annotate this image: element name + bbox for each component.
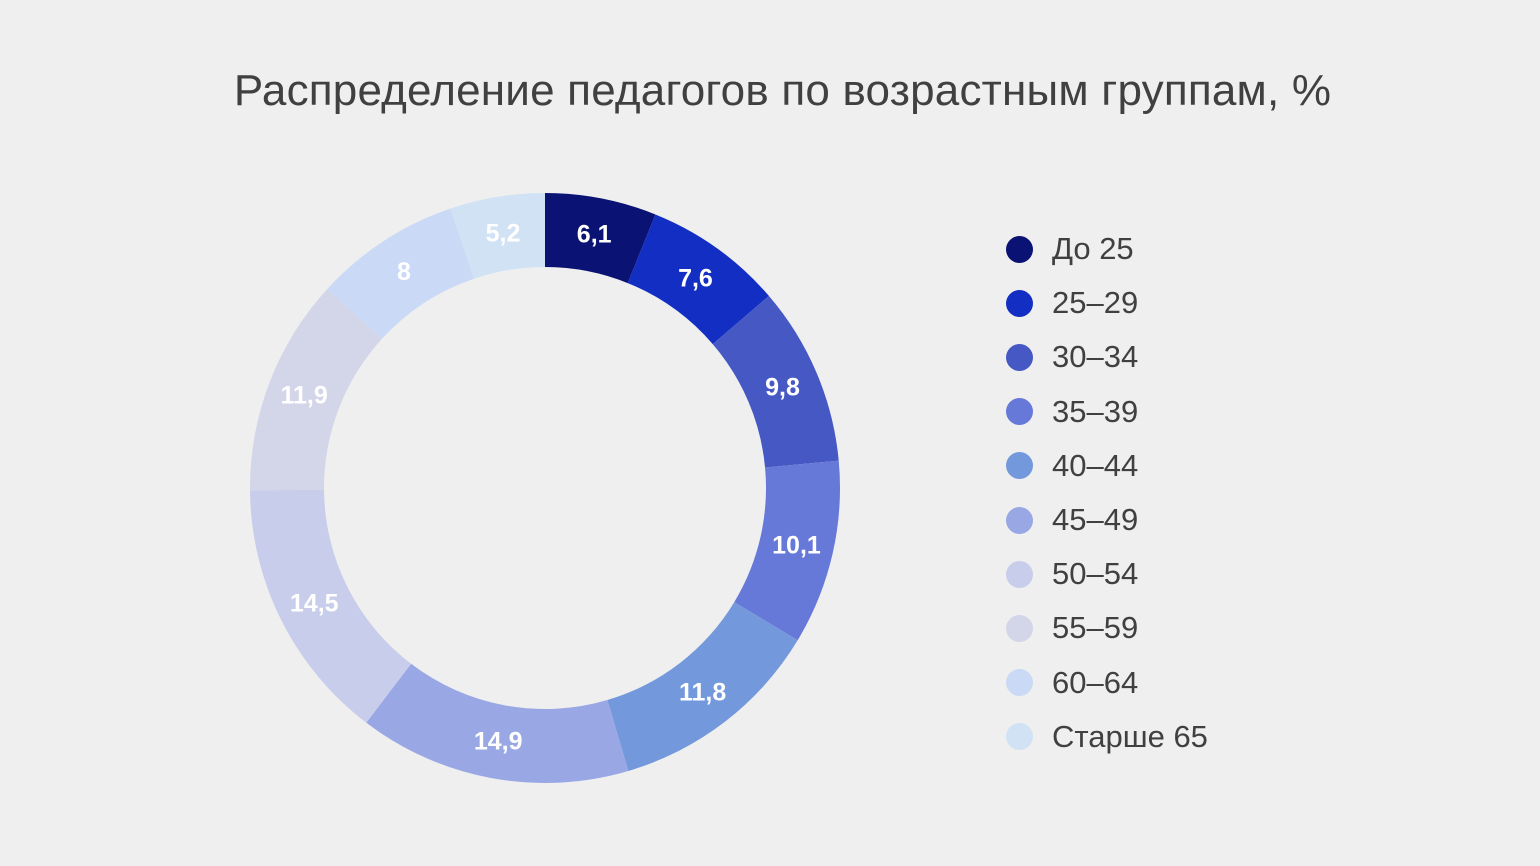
legend-label-10: Старше 65 [1052,718,1208,754]
legend-swatch-1 [1006,235,1033,263]
slice-label-2: 7,6 [678,264,713,292]
legend-item-4: 35–39 [1006,385,1208,439]
slice-9 [327,208,475,339]
legend-label-6: 45–49 [1052,502,1139,538]
donut-data-labels: 6,1 7,6 9,8 10,1 11,8 14,9 14,5 11,9 8 5,2 [280,219,820,755]
legend-swatch-7 [1006,560,1033,588]
legend-label-3: 30–34 [1052,339,1139,375]
legend-swatch-4 [1006,398,1033,426]
slice-4 [734,460,841,641]
slice-5 [607,602,798,772]
slice-1 [545,193,656,284]
legend-item-5: 40–44 [1006,439,1208,493]
legend-item-6: 45–49 [1006,493,1208,547]
legend-item-9: 60–64 [1006,656,1208,710]
legend-swatch-2 [1006,289,1033,317]
slice-label-8: 11,9 [280,382,327,410]
legend-item-2: 25–29 [1006,276,1208,330]
slice-label-6: 14,9 [474,728,523,756]
slice-label-3: 9,8 [765,373,800,401]
slice-10 [450,193,545,279]
slice-label-5: 11,8 [679,678,726,706]
legend-item-8: 55–59 [1006,601,1208,655]
legend-swatch-10 [1006,723,1033,751]
legend-swatch-3 [1006,343,1033,371]
legend-item-10: Старше 65 [1006,710,1208,764]
legend-item-7: 50–54 [1006,547,1208,601]
legend-label-8: 55–59 [1052,610,1139,646]
legend-swatch-5 [1006,452,1033,480]
legend-label-4: 35–39 [1052,393,1139,429]
slice-label-10: 5,2 [486,219,521,247]
legend-label-9: 60–64 [1052,664,1139,700]
chart-legend: До 25 25–29 30–34 35–39 40–44 45–49 50–54 55–59… [1006,222,1208,764]
legend-swatch-9 [1006,669,1033,697]
slice-2 [627,214,769,345]
slice-label-4: 10,1 [772,532,821,560]
legend-item-1: До 25 [1006,222,1208,276]
slice-3 [712,295,839,468]
legend-label-1: До 25 [1052,231,1134,267]
slice-8 [250,288,382,491]
legend-item-3: 30–34 [1006,330,1208,384]
legend-label-2: 25–29 [1052,285,1139,321]
legend-swatch-8 [1006,614,1033,642]
legend-label-5: 40–44 [1052,447,1139,483]
slice-label-9: 8 [397,258,411,286]
legend-label-7: 50–54 [1052,556,1139,592]
legend-swatch-6 [1006,506,1033,534]
slice-label-1: 6,1 [577,221,612,249]
donut-slices [250,193,841,784]
slice-label-7: 14,5 [290,589,339,617]
slice-7 [250,489,412,723]
slice-6 [366,663,629,784]
chart-title: Распределение педагогов по возрастным гр… [233,66,1332,115]
